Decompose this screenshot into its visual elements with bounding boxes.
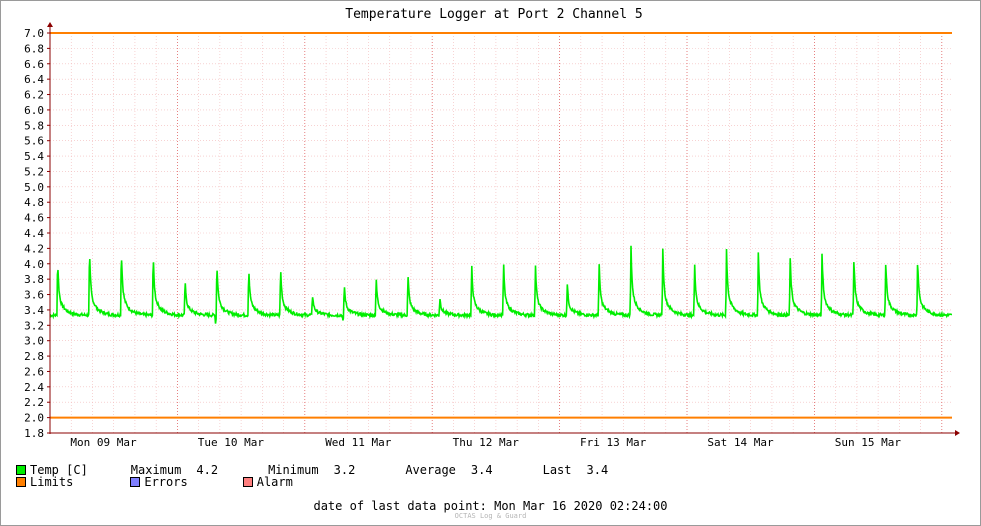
limits-swatch-icon <box>16 477 26 487</box>
average-value: 3.4 <box>470 463 493 477</box>
minimum-label: Minimum <box>268 463 319 477</box>
x-tick-label: Sun 15 Mar <box>835 436 902 449</box>
y-tick-label: 3.2 <box>24 319 44 332</box>
watermark: OCTAS Log & Guard <box>454 512 527 520</box>
last-label: Last <box>542 463 572 477</box>
y-tick-label: 6.6 <box>24 58 44 71</box>
y-tick-label: 6.8 <box>24 42 44 55</box>
last-point-label: date of last data point: <box>313 499 487 513</box>
y-tick-label: 4.8 <box>24 196 44 209</box>
y-tick-label: 5.2 <box>24 165 44 178</box>
x-tick-label: Fri 13 Mar <box>580 436 647 449</box>
y-tick-label: 2.0 <box>24 412 44 425</box>
errors-swatch-icon <box>130 477 141 487</box>
x-axis-arrow-icon <box>955 430 960 436</box>
y-axis-arrow-icon <box>47 22 53 27</box>
y-tick-label: 1.8 <box>24 427 44 440</box>
minimum-value: 3.2 <box>333 463 356 477</box>
x-tick-label: Tue 10 Mar <box>198 436 265 449</box>
y-tick-label: 6.0 <box>24 104 44 117</box>
legend-temp-label: Temp [C] <box>30 463 88 477</box>
y-tick-label: 4.4 <box>24 227 44 240</box>
y-tick-label: 4.6 <box>24 212 44 225</box>
x-tick-label: Wed 11 Mar <box>325 436 392 449</box>
y-tick-label: 3.6 <box>24 289 44 302</box>
y-tick-label: 2.4 <box>24 381 44 394</box>
y-tick-label: 4.0 <box>24 258 44 271</box>
y-tick-label: 6.4 <box>24 73 44 86</box>
y-tick-label: 5.8 <box>24 119 44 132</box>
x-tick-label: Sat 14 Mar <box>707 436 774 449</box>
alarm-swatch-icon <box>242 477 253 487</box>
y-tick-label: 5.6 <box>24 135 44 148</box>
legend-row-limits: Limits Errors Alarm <box>16 475 293 489</box>
y-tick-label: 5.0 <box>24 181 44 194</box>
x-tick-label: Mon 09 Mar <box>70 436 137 449</box>
y-tick-label: 6.2 <box>24 89 44 102</box>
y-tick-label: 2.6 <box>24 365 44 378</box>
last-point-value: Mon Mar 16 2020 02:24:00 <box>494 499 668 513</box>
legend-alarm-label: Alarm <box>256 475 293 489</box>
legend-row-temp: Temp [C] Maximum 4.2 Minimum 3.2 Average 3.4 La… <box>16 463 608 477</box>
y-tick-label: 4.2 <box>24 242 44 255</box>
legend-limits-label: Limits <box>30 475 74 489</box>
last-data-point: date of last data point: Mon Mar 16 2020… <box>0 499 981 513</box>
average-label: Average <box>405 463 456 477</box>
y-tick-label: 2.2 <box>24 396 44 409</box>
last-value: 3.4 <box>586 463 609 477</box>
y-tick-label: 3.0 <box>24 335 44 348</box>
y-tick-label: 5.4 <box>24 150 44 163</box>
x-tick-label: Thu 12 Mar <box>453 436 520 449</box>
y-tick-label: 7.0 <box>24 27 44 40</box>
y-tick-label: 3.4 <box>24 304 44 317</box>
temp-swatch-icon <box>16 465 26 475</box>
legend-errors-label: Errors <box>144 475 188 489</box>
chart-title: Temperature Logger at Port 2 Channel 5 <box>345 7 642 22</box>
maximum-value: 4.2 <box>196 463 219 477</box>
y-tick-label: 2.8 <box>24 350 44 363</box>
y-tick-label: 3.8 <box>24 273 44 286</box>
maximum-label: Maximum <box>130 463 182 477</box>
temp-series-line <box>49 245 952 324</box>
